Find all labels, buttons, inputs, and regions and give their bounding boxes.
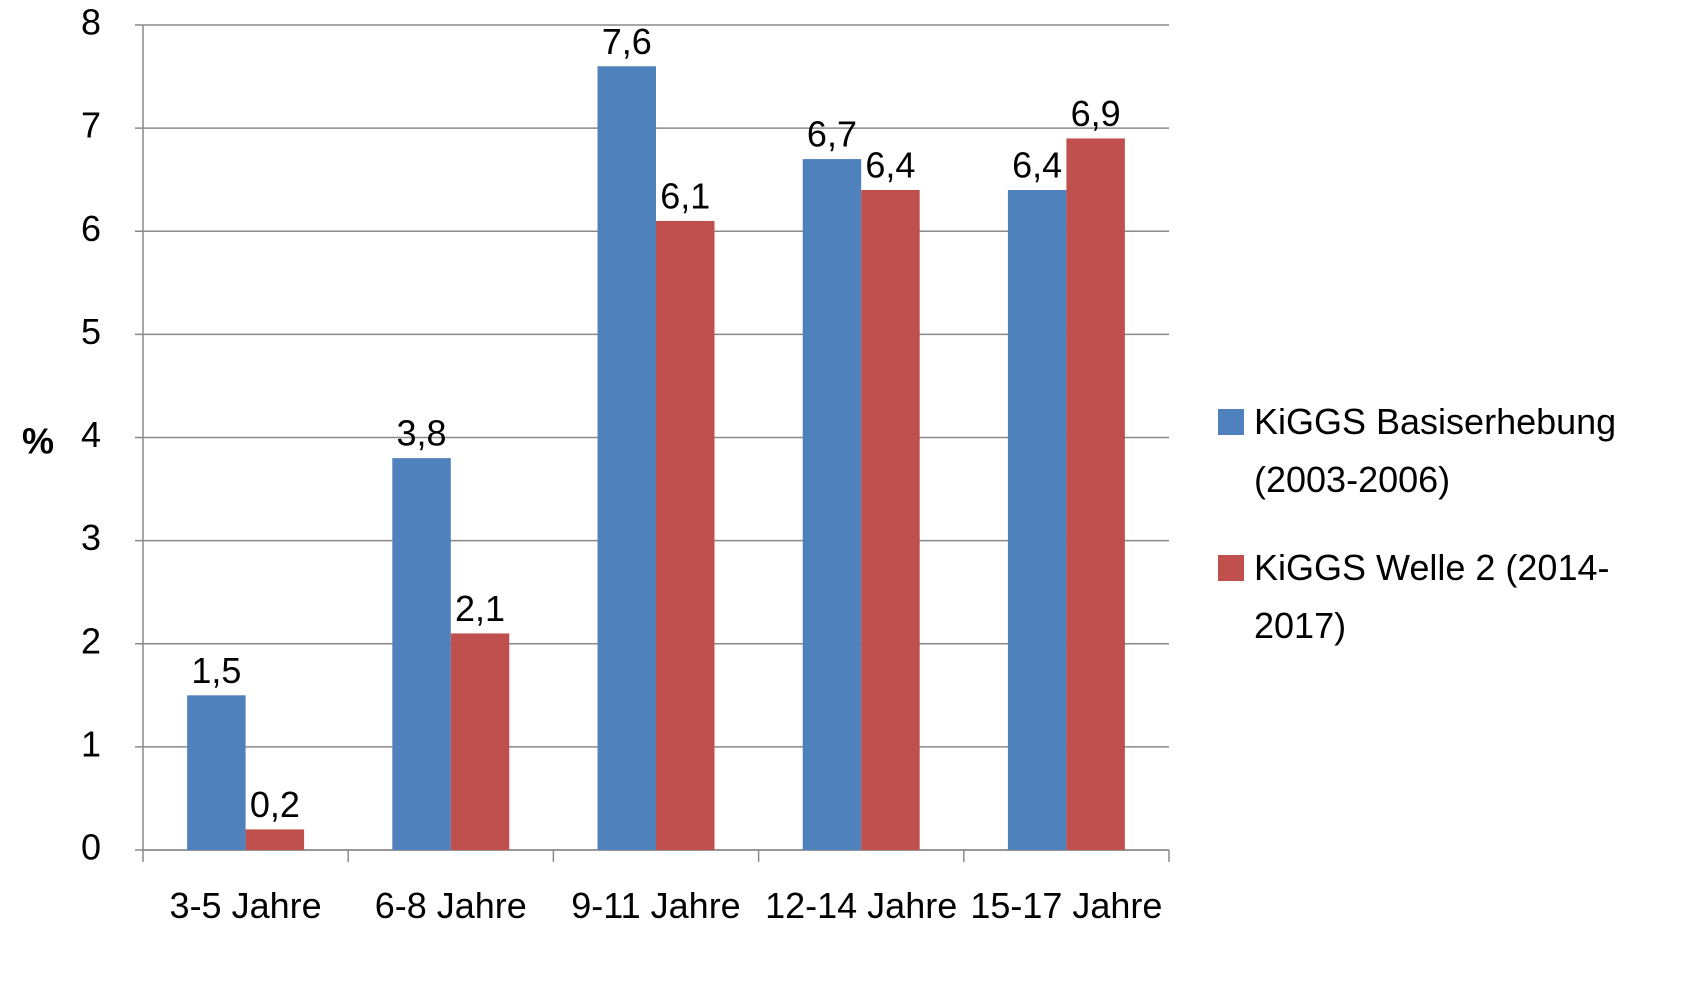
value-label: 6,7 [807, 114, 857, 155]
y-tick-label: 0 [81, 827, 101, 868]
bar [1066, 138, 1125, 850]
value-label: 1,5 [191, 650, 241, 691]
value-label: 2,1 [455, 588, 505, 629]
y-axis-label: % [22, 421, 54, 462]
bar [450, 633, 510, 850]
legend-label: KiGGS Welle 2 (2014-2017) [1254, 547, 1610, 646]
y-tick-label: 1 [81, 723, 101, 764]
y-tick-label: 8 [81, 2, 101, 43]
legend-item: KiGGS Basiserhebung (2003-2006) [1218, 393, 1678, 509]
x-tick-label: 15-17 Jahre [970, 885, 1163, 926]
bar [245, 829, 305, 850]
value-label: 6,9 [1071, 93, 1121, 134]
value-label: 6,1 [660, 175, 710, 216]
legend-item: KiGGS Welle 2 (2014-2017) [1218, 539, 1678, 655]
y-tick-label: 5 [81, 311, 101, 352]
value-label: 6,4 [1012, 145, 1062, 186]
legend-swatch [1218, 555, 1244, 581]
bar [656, 220, 715, 850]
y-tick-label: 2 [81, 620, 101, 661]
bar [187, 695, 246, 850]
y-tick-label: 4 [81, 414, 101, 455]
bar [597, 66, 656, 850]
x-tick-label: 12-14 Jahre [765, 885, 958, 926]
bar [861, 190, 920, 850]
legend-label: KiGGS Basiserhebung (2003-2006) [1254, 401, 1617, 500]
x-tick-label: 6-8 Jahre [374, 885, 527, 926]
y-tick-label: 7 [81, 105, 101, 146]
y-tick-label: 3 [81, 517, 101, 558]
y-tick-label: 6 [81, 208, 101, 249]
legend-swatch [1218, 409, 1244, 435]
value-label: 3,8 [397, 413, 447, 454]
bar [1007, 190, 1067, 850]
value-label: 6,4 [865, 145, 915, 186]
bar [392, 458, 451, 850]
x-tick-label: 9-11 Jahre [571, 885, 741, 926]
value-label: 7,6 [602, 21, 652, 62]
x-tick-label: 3-5 Jahre [169, 885, 322, 926]
bar [802, 159, 862, 850]
value-label: 0,2 [250, 784, 300, 825]
